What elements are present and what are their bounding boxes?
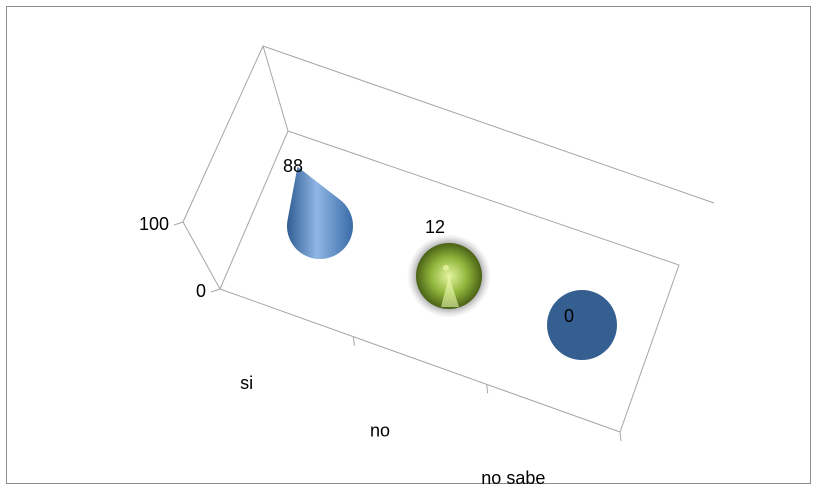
y-axis xyxy=(182,221,221,290)
wall-left-edge xyxy=(262,45,289,132)
x-tick-mark xyxy=(486,384,489,394)
x-ticks: si no no sabe xyxy=(240,336,622,488)
data-label-si: 88 xyxy=(283,156,303,176)
y-tick-mark xyxy=(173,221,184,226)
x-tick-mark xyxy=(619,431,622,442)
floor-back xyxy=(219,130,680,433)
y-tick-label: 100 xyxy=(139,214,169,234)
y-tick-label: 0 xyxy=(196,281,206,301)
data-label-no-sabe: 0 xyxy=(564,306,574,326)
data-label-no: 12 xyxy=(425,217,445,237)
back-wall xyxy=(182,45,715,223)
x-tick-label: no xyxy=(370,421,390,441)
x-tick-label: no sabe xyxy=(481,468,545,488)
x-tick-label: si xyxy=(240,373,253,393)
cone-no-sabe xyxy=(547,290,617,360)
cone-no xyxy=(407,234,491,318)
y-ticks: 0 100 xyxy=(139,214,221,301)
data-labels: 88 12 0 xyxy=(283,156,574,326)
y-tick-mark xyxy=(210,288,221,293)
x-axis xyxy=(219,288,621,433)
cone-si xyxy=(286,166,353,259)
data-marks xyxy=(286,166,617,360)
chart-area xyxy=(6,6,811,484)
x-tick-mark xyxy=(352,336,355,346)
